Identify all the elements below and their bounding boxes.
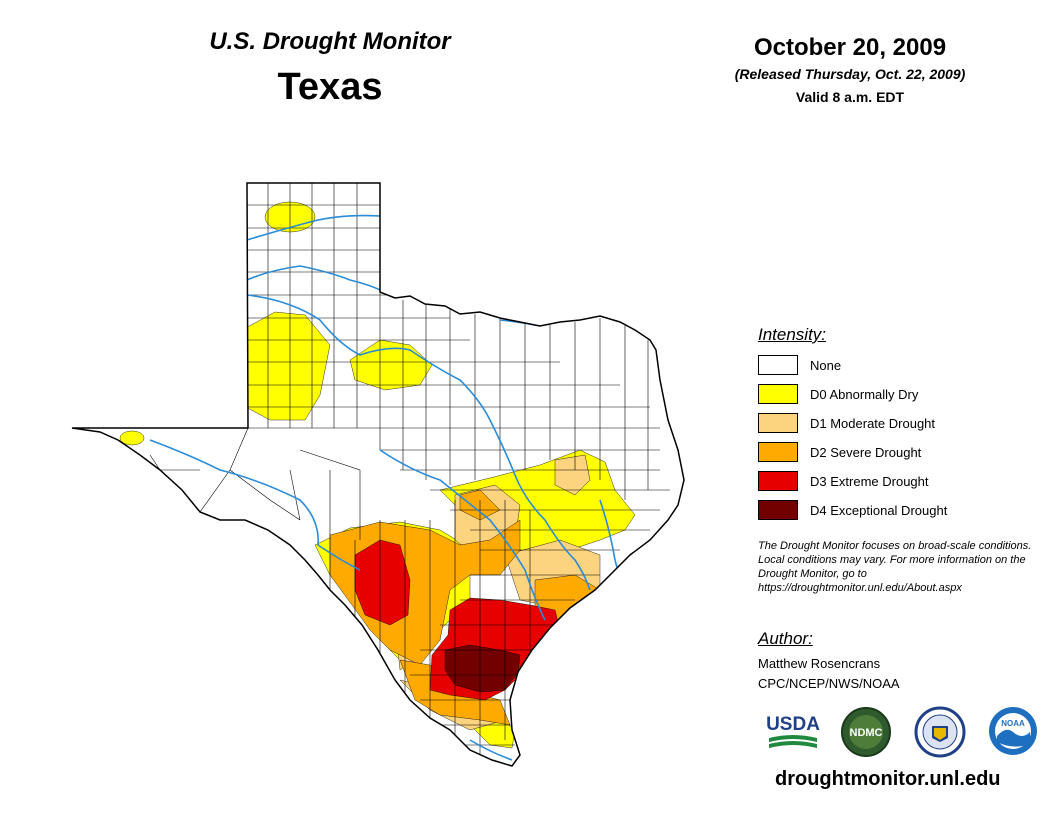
legend-item: D0 Abnormally Dry	[758, 383, 918, 405]
legend-swatch	[758, 355, 798, 375]
legend-item: D2 Severe Drought	[758, 441, 921, 463]
release-date: (Released Thursday, Oct. 22, 2009)	[734, 66, 966, 82]
monitor-title: U.S. Drought Monitor	[209, 28, 451, 55]
legend-label: D4 Exceptional Drought	[810, 502, 948, 518]
legend-swatch	[758, 471, 798, 491]
legend-item: D3 Extreme Drought	[758, 470, 929, 492]
state-border	[71, 182, 685, 767]
site-url[interactable]: droughtmonitor.unl.edu	[775, 768, 1001, 790]
legend-label: D0 Abnormally Dry	[810, 386, 919, 402]
drought-monitor-note: The Drought Monitor focuses on broad-sca…	[758, 540, 1032, 594]
rivers	[149, 214, 631, 761]
ndmc-logo: NDMC	[841, 707, 891, 757]
legend-item: D1 Moderate Drought	[758, 412, 935, 434]
author-heading: Author:	[758, 629, 813, 648]
legend-swatch	[758, 442, 798, 462]
legend-swatch	[758, 413, 798, 433]
doc-seal-logo	[914, 706, 966, 758]
legend-swatch	[758, 384, 798, 404]
legend-label: D1 Moderate Drought	[810, 415, 936, 431]
usda-logo: USDA	[766, 714, 820, 748]
texas-drought-map	[71, 182, 685, 767]
valid-time: Valid 8 a.m. EDT	[795, 89, 905, 105]
ndmc-logo-text: NDMC	[850, 727, 883, 739]
legend-label: D2 Severe Drought	[810, 444, 922, 460]
state-title: Texas	[277, 66, 383, 108]
author-organization: CPC/NCEP/NWS/NOAA	[758, 676, 900, 691]
noaa-logo: NOAA	[989, 707, 1037, 755]
legend-label: D3 Extreme Drought	[810, 473, 929, 489]
author-name: Matthew Rosencrans	[758, 656, 881, 671]
d4-areas	[444, 644, 521, 693]
legend-item: D4 Exceptional Drought	[758, 499, 947, 521]
noaa-logo-text: NOAA	[1001, 719, 1025, 728]
legend-label: None	[810, 357, 842, 373]
legend-item: None	[758, 354, 841, 376]
usda-logo-text: USDA	[766, 714, 820, 735]
county-lines	[149, 183, 670, 760]
legend-swatch	[758, 500, 798, 520]
legend-title: Intensity:	[758, 325, 827, 344]
map-date: October 20, 2009	[753, 34, 947, 61]
